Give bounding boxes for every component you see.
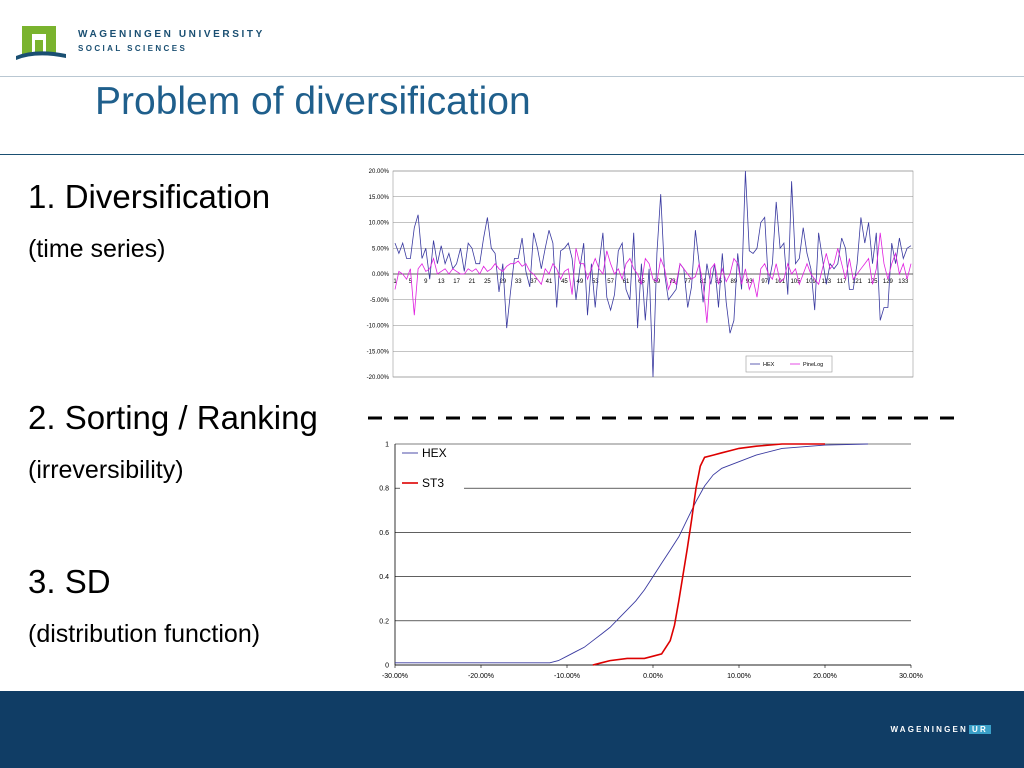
x-tick-label: 21: [469, 279, 476, 285]
footer-brand: WAGENINGEN: [890, 725, 969, 734]
series-line-hex: [395, 443, 869, 664]
bullet-sd-sub: (distribution function): [28, 620, 261, 648]
x-tick-label: 5: [409, 279, 413, 285]
x-tick-label: 45: [561, 279, 568, 285]
x-tick-label: 30.00%: [899, 673, 923, 680]
x-tick-label: 101: [775, 279, 786, 285]
x-tick-label: 73: [669, 279, 676, 285]
x-tick-label: 9: [424, 279, 428, 285]
y-tick-label: -15.00%: [367, 349, 390, 355]
x-tick-label: 89: [731, 279, 738, 285]
series-line-hex: [394, 170, 912, 378]
x-tick-label: 0.00%: [643, 673, 663, 680]
x-tick-label: 81: [700, 279, 707, 285]
legend-box: [400, 446, 464, 494]
y-tick-label: 15.00%: [369, 195, 390, 201]
y-tick-label: 20.00%: [369, 169, 390, 175]
legend-label: PineLog: [803, 362, 823, 368]
dashed-separator: [368, 416, 964, 420]
slide-footer: [0, 691, 1024, 768]
header-divider: [0, 76, 1024, 77]
series-line-pinelog: [394, 232, 912, 323]
y-tick-label: 0: [385, 663, 389, 670]
y-tick-label: 0.00%: [372, 272, 390, 278]
university-name: WAGENINGEN UNIVERSITY: [78, 29, 265, 40]
x-tick-label: 121: [852, 279, 863, 285]
y-tick-label: 0.2: [379, 618, 389, 625]
bullet-sd: 3. SD: [28, 563, 111, 600]
x-tick-label: 37: [530, 279, 537, 285]
x-tick-label: 49: [576, 279, 583, 285]
x-tick-label: 77: [684, 279, 691, 285]
bullet-diversification-sub: (time series): [28, 235, 166, 263]
bullet-sorting-ranking: 2. Sorting / Ranking: [28, 399, 318, 436]
x-tick-label: 61: [623, 279, 630, 285]
series-line-st3: [592, 443, 825, 666]
distribution-chart: 0 0.2 0.4 0.6 0.8 1 -30.00% -20.00% -10.00% 0.00%…: [379, 442, 923, 681]
x-tick-label: 1: [393, 279, 397, 285]
x-tick-label: 13: [438, 279, 445, 285]
bullet-diversification: 1. Diversification: [28, 178, 271, 215]
x-tick-label: 117: [837, 279, 847, 285]
y-tick-label: 1: [385, 442, 389, 449]
legend-label: ST3: [422, 476, 444, 490]
x-tick-label: 25: [484, 279, 491, 285]
legend-box: [745, 355, 833, 373]
x-tick-label: 93: [746, 279, 753, 285]
y-tick-label: 0.4: [379, 574, 389, 581]
legend-label: HEX: [422, 446, 447, 460]
x-tick-label: 53: [592, 279, 599, 285]
x-tick-label: 41: [546, 279, 553, 285]
department-name: SOCIAL SCIENCES: [78, 44, 188, 53]
x-tick-label: -30.00%: [382, 673, 408, 680]
y-tick-label: -5.00%: [370, 298, 390, 304]
y-tick-label: 5.00%: [372, 246, 390, 252]
title-divider: [0, 154, 1024, 155]
university-logo-icon: [16, 26, 66, 60]
x-tick-label: 57: [607, 279, 614, 285]
footer-logo: WAGENINGEN UR: [890, 725, 991, 734]
x-tick-label: -10.00%: [554, 673, 580, 680]
y-tick-label: 0.6: [379, 530, 389, 537]
x-tick-label: 33: [515, 279, 522, 285]
y-tick-label: 0.8: [379, 486, 389, 493]
x-tick-label: 109: [806, 279, 817, 285]
footer-brand-suffix: UR: [969, 725, 991, 734]
x-tick-label: 97: [761, 279, 768, 285]
x-tick-label: 20.00%: [813, 673, 837, 680]
x-tick-label: 129: [883, 279, 894, 285]
bullet-sorting-sub: (irreversibility): [28, 456, 184, 484]
x-tick-label: 17: [453, 279, 460, 285]
slide-title: Problem of diversification: [95, 80, 531, 123]
slide-header: WAGENINGEN UNIVERSITY SOCIAL SCIENCES: [0, 0, 1024, 75]
x-tick-label: 10.00%: [727, 673, 751, 680]
time-series-chart: 20.00% 15.00% 10.00% 5.00% 0.00% -5.00% -10.00…: [367, 169, 914, 381]
y-tick-label: -20.00%: [367, 375, 390, 381]
y-tick-label: 10.00%: [369, 221, 390, 227]
x-tick-label: 105: [790, 279, 801, 285]
x-tick-label: 29: [499, 279, 506, 285]
legend-label: HEX: [763, 362, 775, 368]
x-tick-label: 133: [898, 279, 909, 285]
y-tick-label: -10.00%: [367, 324, 390, 330]
x-tick-label: -20.00%: [468, 673, 494, 680]
